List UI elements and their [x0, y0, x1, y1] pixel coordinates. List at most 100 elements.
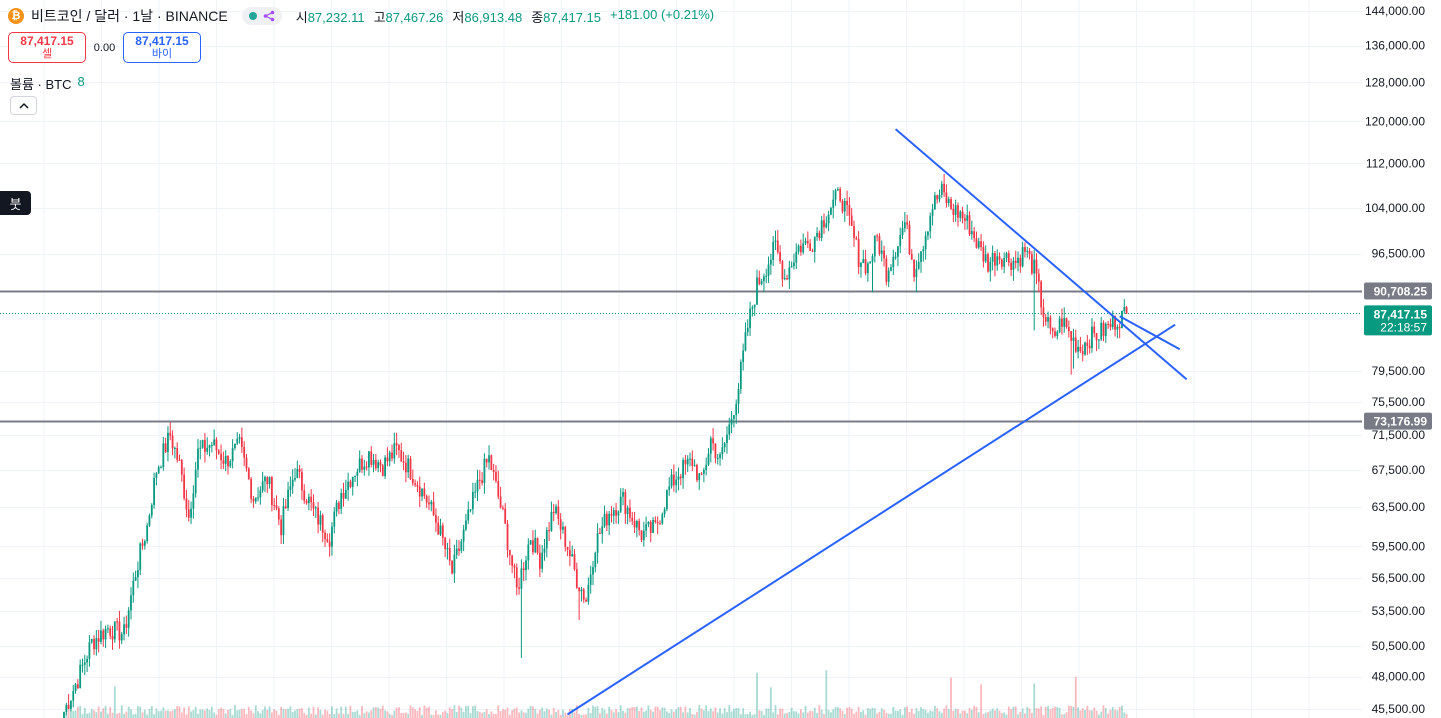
candle-body	[541, 552, 544, 569]
market-status-pill[interactable]	[241, 7, 282, 25]
candle	[538, 544, 541, 578]
volume-bar	[1012, 706, 1015, 718]
candle-body	[1067, 327, 1070, 332]
candle	[737, 383, 740, 414]
candle-body	[65, 704, 68, 712]
candle	[802, 233, 805, 255]
candle-body	[897, 246, 899, 257]
candle	[104, 625, 107, 649]
candle-body	[684, 460, 687, 465]
candle-body	[603, 513, 606, 527]
candle	[552, 503, 555, 522]
volume-bar	[164, 710, 167, 718]
candle	[1010, 258, 1012, 277]
volume-bar	[763, 714, 765, 718]
candle-body	[261, 481, 264, 491]
volume-bar	[1040, 706, 1043, 718]
buy-button[interactable]: 87,417.15 바이	[123, 32, 201, 63]
volume-bar	[698, 705, 701, 718]
candle-body	[679, 476, 682, 479]
volume-bar	[608, 706, 611, 718]
volume-bar	[83, 707, 86, 718]
candle	[850, 208, 853, 227]
volume-bar	[201, 709, 204, 718]
volume-bar	[737, 708, 740, 718]
volume-bar	[1033, 683, 1036, 718]
candle-body	[100, 630, 102, 642]
candle-body	[860, 263, 862, 267]
volume-bar	[839, 708, 842, 718]
collapse-legend-button[interactable]	[10, 96, 37, 115]
candle	[164, 437, 167, 453]
chevron-up-icon	[18, 102, 29, 109]
candle-body	[1125, 307, 1128, 314]
candle	[291, 469, 294, 494]
candle	[361, 455, 363, 473]
candle	[95, 629, 98, 656]
candle-body	[1065, 317, 1068, 328]
candle-body	[1028, 250, 1031, 255]
candle-body	[589, 574, 592, 585]
candle	[666, 489, 668, 512]
candle-body	[998, 256, 1001, 260]
sell-button[interactable]: 87,417.15 셀	[8, 32, 86, 63]
candle-body	[204, 439, 206, 452]
trendlines[interactable]	[567, 128, 1188, 716]
candle	[853, 220, 855, 248]
volume-bar	[1077, 707, 1079, 718]
volume-bar	[231, 714, 234, 718]
volume-bar	[439, 714, 442, 718]
candle-body	[157, 467, 160, 474]
volume-bar	[185, 714, 188, 718]
market-open-icon	[248, 12, 257, 20]
candle	[130, 587, 132, 620]
volume-bar	[1061, 714, 1063, 718]
candle-body	[742, 350, 745, 363]
volume-bar	[950, 677, 952, 718]
volume-bar	[635, 706, 638, 718]
candle-body	[804, 240, 807, 244]
volume-bar	[786, 712, 788, 718]
price-axis[interactable]: 144,000.00 136,000.00 128,000.00 120,000.00…	[1362, 0, 1441, 718]
side-tag[interactable]: 붓	[0, 191, 31, 215]
volume-bar	[414, 709, 417, 718]
horizontal-levels[interactable]	[0, 290, 1362, 423]
candle-body	[187, 509, 190, 518]
volume-bar	[733, 708, 735, 718]
candle-body	[779, 252, 781, 262]
volume-bar	[273, 709, 276, 718]
ohlc-values: 시87,232.11 고87,467.26 저86,913.48 종87,417…	[296, 7, 714, 26]
candle	[1024, 242, 1026, 258]
candle	[328, 533, 331, 557]
candle-body	[968, 215, 971, 235]
candle-body	[756, 277, 758, 305]
candle	[996, 249, 999, 271]
candle	[936, 194, 939, 204]
volume-bar	[215, 714, 218, 718]
candle	[102, 628, 105, 647]
level-price-box	[1364, 412, 1432, 430]
candle-body	[227, 456, 229, 467]
symbol-title[interactable]: 비트코인 / 달러 · 1날 · BINANCE	[31, 8, 228, 24]
candle-body	[301, 471, 303, 491]
candle-body	[284, 506, 287, 508]
volume-bar	[952, 710, 955, 718]
candle	[1003, 252, 1006, 274]
volume-bar	[726, 712, 728, 718]
volume-legend[interactable]: 볼륨 · BTC 8	[10, 74, 85, 93]
volume-bar	[696, 712, 698, 718]
candle	[804, 237, 807, 246]
candle	[984, 245, 987, 263]
candle-body	[150, 504, 153, 516]
candle	[783, 269, 786, 281]
volume-bar	[876, 713, 879, 718]
candle-body	[252, 498, 255, 502]
candle-body	[1104, 323, 1107, 336]
volume-bar	[1079, 710, 1082, 718]
candle	[1044, 314, 1047, 326]
volume-bar	[1095, 710, 1098, 718]
volume-bar	[959, 713, 962, 718]
candle-body	[404, 462, 407, 473]
volume-bar	[890, 713, 892, 718]
